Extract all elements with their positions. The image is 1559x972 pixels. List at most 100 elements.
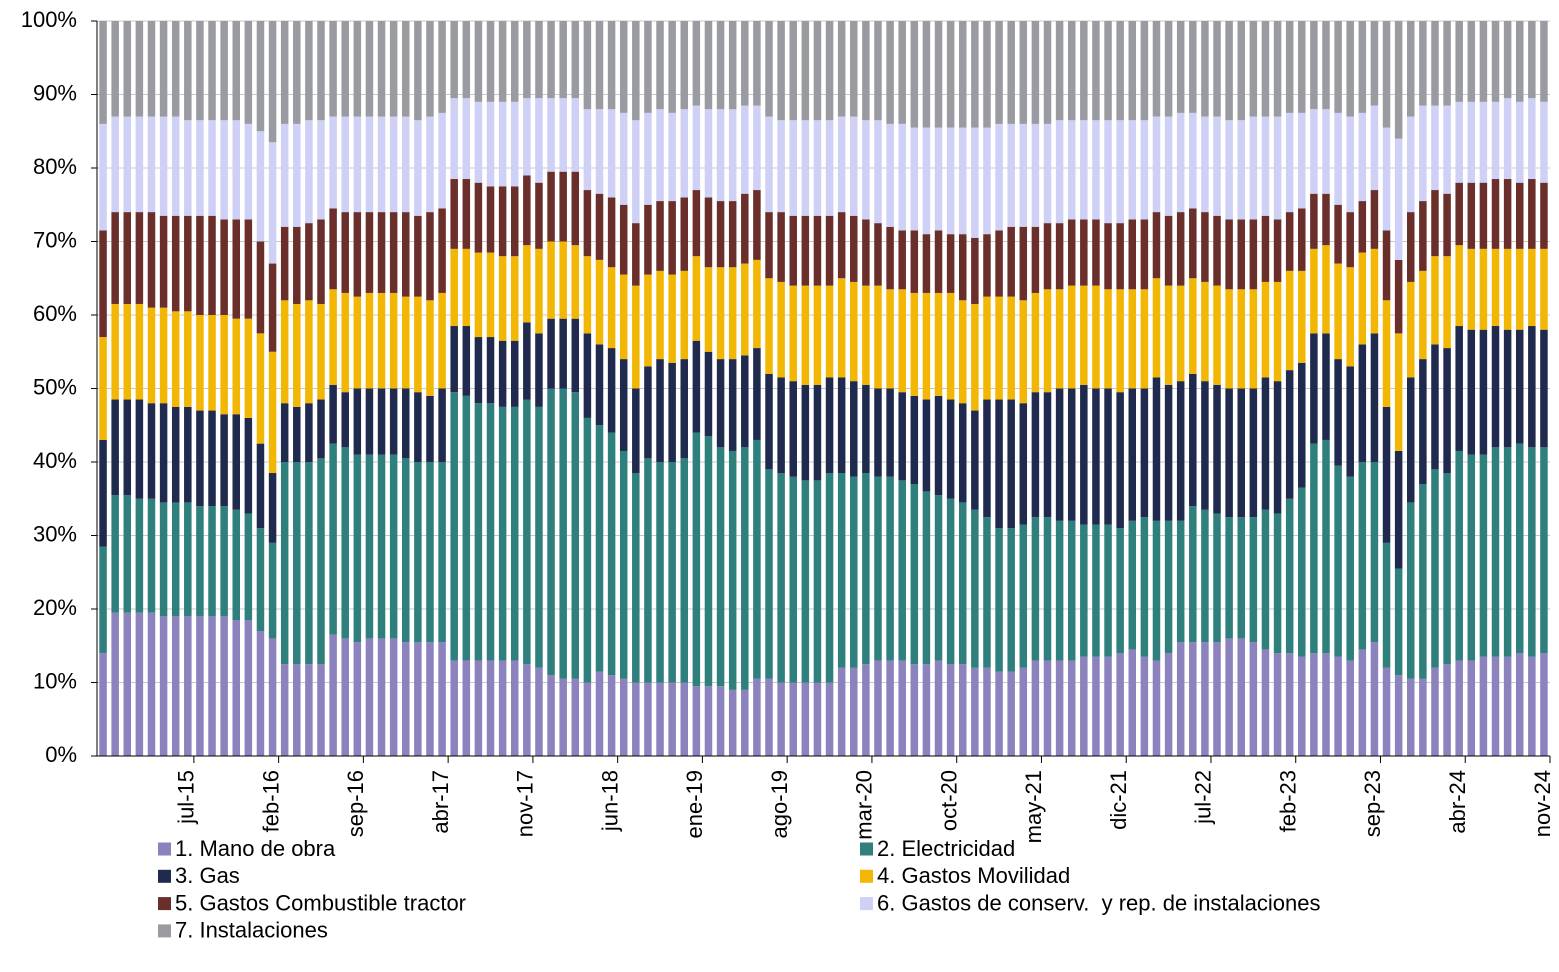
bar-segment [341, 392, 349, 448]
bar-segment [1334, 21, 1342, 113]
bar-segment [377, 638, 386, 756]
bar-segment [196, 410, 204, 507]
bar-segment [765, 373, 773, 470]
bar-segment [1031, 123, 1040, 227]
bar-segment [341, 21, 349, 117]
bar-segment [111, 399, 119, 496]
bar-segment [789, 285, 797, 382]
bar-segment [99, 230, 107, 338]
bar-segment [1540, 653, 1548, 756]
bar-segment [450, 179, 458, 249]
bar-segment [1503, 329, 1512, 448]
bar-segment [1285, 653, 1294, 756]
bar-segment [886, 123, 894, 227]
bar-segment [462, 326, 471, 396]
bar-segment [777, 682, 785, 756]
bar-segment [220, 21, 228, 121]
bar-segment [656, 462, 664, 683]
x-tick-label: abr-17 [428, 770, 453, 834]
bar-segment [995, 296, 1003, 400]
bar-segment [232, 620, 240, 756]
bar-segment [111, 212, 119, 304]
bar-segment [426, 642, 434, 756]
bar-segment [1152, 520, 1161, 661]
bar-segment [305, 21, 313, 121]
bar-segment [1273, 653, 1282, 756]
bar-segment [317, 303, 325, 400]
bar-segment [934, 127, 943, 231]
bar-segment [1261, 377, 1270, 510]
bar-segment [293, 664, 301, 756]
bar-segment [1031, 21, 1040, 124]
bar-segment [1394, 450, 1403, 569]
bar-segment [462, 395, 471, 661]
bar-segment [1370, 248, 1379, 334]
bar-segment [1479, 182, 1488, 249]
bar-segment [1043, 123, 1052, 224]
bar-segment [1019, 300, 1028, 404]
bar-segment [583, 109, 592, 191]
bar-segment [1067, 219, 1076, 286]
bar-segment [1237, 120, 1245, 220]
bar-segment [1007, 528, 1015, 672]
bar-segment [619, 112, 628, 205]
bar-segment [365, 116, 374, 213]
bar-segment [184, 21, 192, 121]
bar-segment [232, 120, 240, 220]
bar-segment [971, 667, 979, 756]
bar-segment [280, 300, 289, 404]
bar-segment [244, 620, 253, 756]
bar-segment [208, 410, 216, 507]
bar-segment [1431, 469, 1439, 668]
bar-segment [946, 399, 955, 499]
bar-segment [668, 201, 676, 275]
bar-segment [1346, 366, 1354, 477]
bar-segment [1031, 226, 1040, 293]
bar-segment [1273, 381, 1282, 514]
bar-segment [753, 678, 761, 756]
bar-segment [1128, 120, 1137, 220]
bar-segment [1431, 344, 1439, 470]
bar-segment [571, 392, 580, 679]
bar-segment [728, 689, 737, 756]
bar-segment [402, 388, 410, 459]
bar-segment [1407, 502, 1415, 679]
bar-segment [1104, 289, 1112, 389]
x-tick-label: nov-17 [513, 770, 538, 837]
bar-segment [1249, 517, 1258, 643]
bar-segment [1080, 120, 1088, 220]
bar-segment [184, 406, 192, 503]
bar-segment [801, 384, 810, 481]
bar-segment [1540, 101, 1548, 183]
bar-segment [1176, 381, 1185, 521]
bar-segment [958, 127, 967, 235]
bar-segment [1479, 21, 1488, 102]
bar-segment [886, 476, 894, 661]
bar-segment [1310, 333, 1318, 444]
bar-segment [1370, 105, 1379, 191]
bar-segment [159, 21, 168, 117]
bar-segment [619, 21, 628, 113]
bar-segment [1515, 182, 1524, 249]
bar-segment [535, 182, 543, 249]
bar-segment [523, 245, 531, 323]
bar-segment [813, 215, 822, 286]
bar-segment [1104, 656, 1112, 756]
bar-segment [922, 491, 931, 665]
legend-swatch [158, 924, 171, 938]
bar-segment [535, 333, 543, 407]
bar-segment [1358, 21, 1367, 113]
bar-segment [426, 395, 434, 462]
bar-segment [547, 675, 555, 756]
bar-segment [389, 116, 398, 213]
bar-segment [716, 359, 725, 448]
bar-segment [1273, 513, 1282, 654]
bar-segment [1116, 120, 1124, 224]
bar-segment [886, 388, 894, 477]
bar-segment [837, 278, 846, 378]
bar-segment [619, 204, 628, 275]
bar-segment [1140, 219, 1149, 290]
bar-segment [1164, 653, 1173, 756]
bar-segment [825, 473, 834, 683]
bar-segment [1370, 462, 1379, 643]
